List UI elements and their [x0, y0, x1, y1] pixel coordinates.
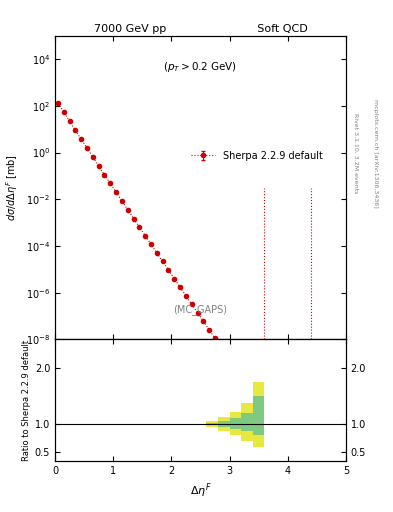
Text: $(p_T > 0.2\ \mathrm{GeV})$: $(p_T > 0.2\ \mathrm{GeV})$ [163, 60, 237, 74]
Y-axis label: $d\sigma/d\Delta\eta^F$ [mb]: $d\sigma/d\Delta\eta^F$ [mb] [5, 154, 20, 221]
Text: (MC_GAPS): (MC_GAPS) [173, 304, 228, 315]
Legend: Sherpa 2.2.9 default: Sherpa 2.2.9 default [187, 147, 327, 165]
Y-axis label: Ratio to Sherpa 2.2.9 default: Ratio to Sherpa 2.2.9 default [22, 339, 31, 461]
X-axis label: $\Delta\eta^F$: $\Delta\eta^F$ [189, 481, 211, 500]
Text: Rivet 3.1.10, 3.2M events: Rivet 3.1.10, 3.2M events [354, 114, 359, 194]
Title: 7000 GeV pp                          Soft QCD: 7000 GeV pp Soft QCD [94, 24, 307, 34]
Text: mcplots.cern.ch [arXiv:1306.3436]: mcplots.cern.ch [arXiv:1306.3436] [373, 99, 378, 208]
